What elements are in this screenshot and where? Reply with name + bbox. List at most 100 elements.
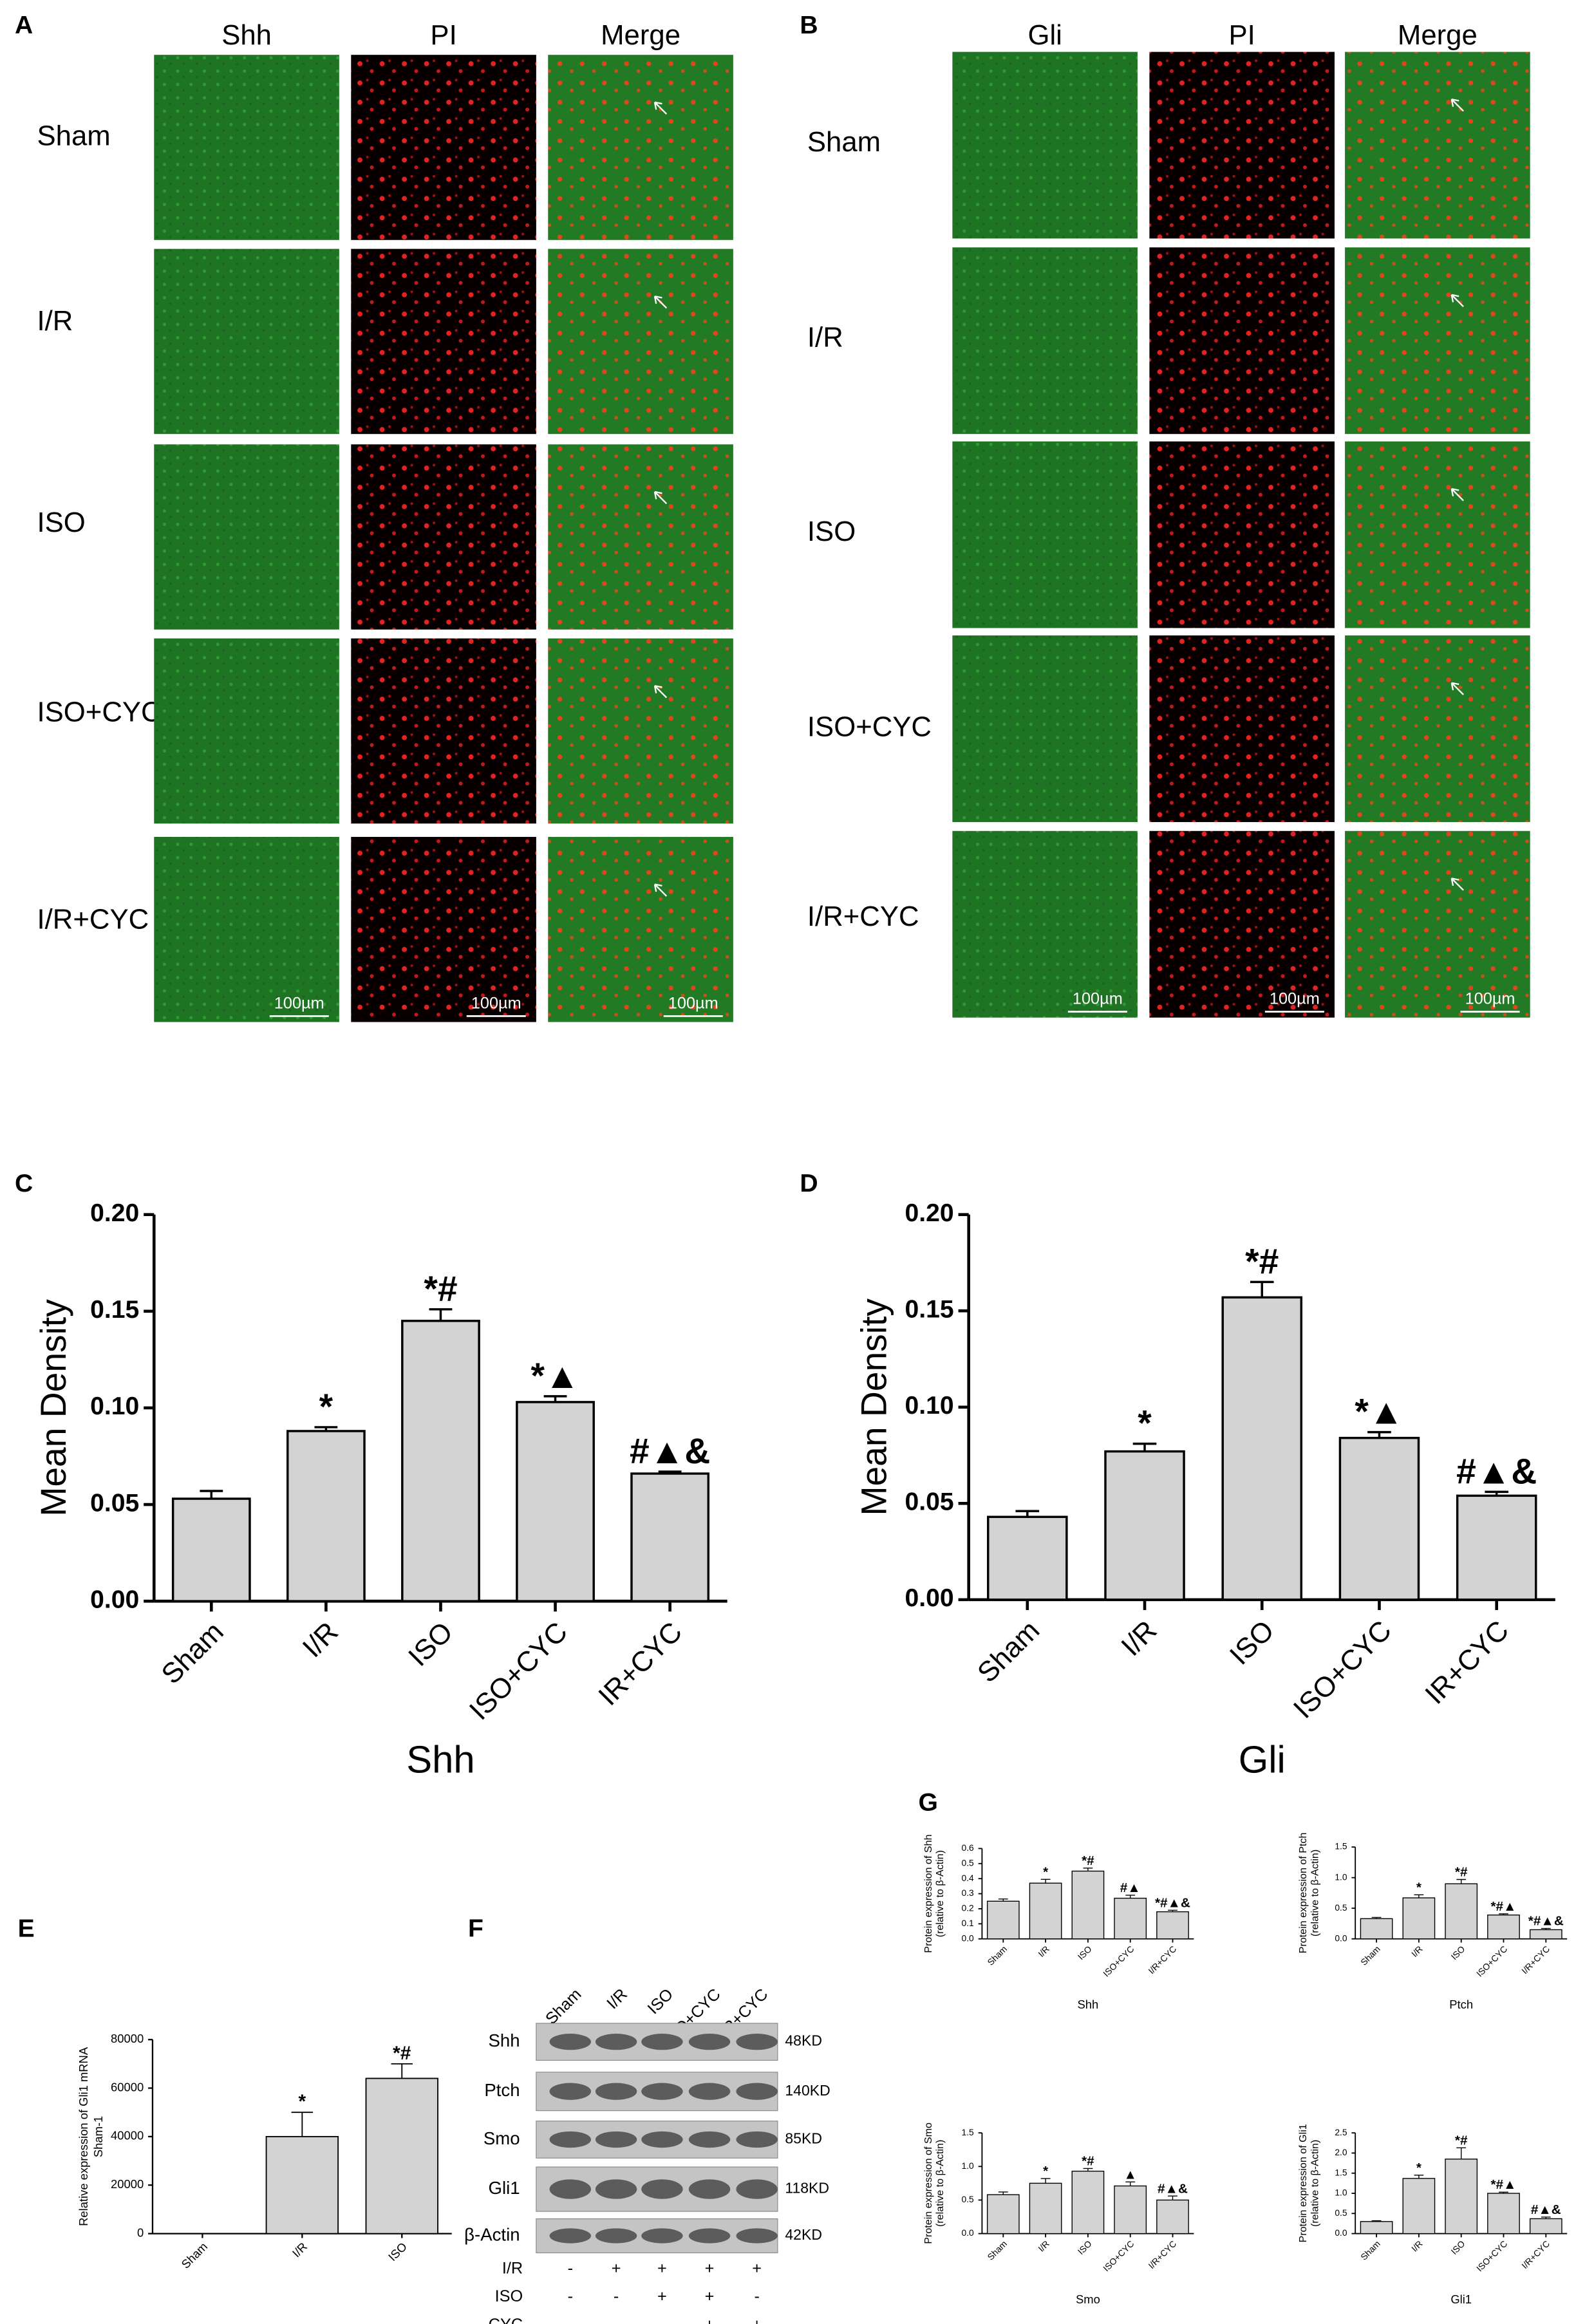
x-tick-label: I/R	[1037, 1944, 1051, 1959]
y-tick-label: 0.1	[962, 1918, 974, 1928]
x-tick-label: I/R+CYC	[1520, 2239, 1552, 2271]
error-bar	[1414, 2175, 1424, 2179]
error-bar	[291, 2112, 314, 2137]
y-tick-label: 0.05	[90, 1489, 139, 1517]
arrow	[653, 685, 668, 698]
significance-label: *#▲&	[1155, 1895, 1190, 1910]
bar	[516, 1401, 595, 1602]
significance-label: *#▲	[1490, 2177, 1516, 2192]
significance-label: #▲&	[630, 1431, 710, 1471]
blot-band	[595, 2033, 637, 2050]
x-tick-label: I/R	[1410, 1944, 1425, 1959]
x-axis-label: Gli1	[1450, 2292, 1472, 2306]
bar	[365, 2077, 438, 2235]
panel-label: D	[800, 1170, 818, 1197]
bar	[987, 1515, 1068, 1601]
significance-label: ▲	[1123, 2167, 1136, 2182]
treatment-sign: -	[754, 2287, 759, 2305]
x-tick-label: ISO	[1224, 1615, 1280, 1671]
row-label: I/R+CYC	[37, 904, 149, 935]
bar	[986, 1900, 1020, 1940]
protein-label: Gli1	[488, 2178, 520, 2198]
y-tick-label: 1.5	[1335, 1842, 1347, 1851]
x-tick-label: ISO	[1076, 1944, 1094, 1962]
micrograph	[952, 247, 1138, 435]
error-bar	[1250, 1280, 1274, 1298]
bar	[1529, 2218, 1562, 2235]
y-tick-label: 1.0	[962, 2161, 975, 2171]
error-bar	[1083, 1868, 1093, 1871]
treatment-label: ISO	[495, 2287, 523, 2305]
x-tick-label: ISO+CYC	[464, 1616, 574, 1726]
treatment-sign: +	[657, 2259, 667, 2277]
bar	[171, 1497, 251, 1602]
bar	[286, 1430, 366, 1602]
x-tick-label: Sham	[155, 1616, 229, 1690]
arrow	[1450, 877, 1464, 891]
x-axis-label: Ptch	[1449, 1998, 1473, 2011]
y-tick-label: 0.3	[962, 1888, 975, 1898]
bar	[1338, 1436, 1420, 1601]
significance-label: *#	[1455, 2133, 1468, 2148]
blot-band	[641, 2179, 683, 2199]
treatment-sign: +	[705, 2259, 715, 2277]
error-bar	[1015, 1510, 1040, 1517]
x-tick-label: ISO	[1076, 2239, 1094, 2257]
treatment-sign: +	[752, 2316, 762, 2324]
blot-band	[595, 2083, 637, 2100]
significance-label: *#	[1245, 1241, 1279, 1281]
significance-label: *#	[1082, 1853, 1094, 1868]
y-tick-label: 0.10	[905, 1392, 954, 1420]
bar	[1487, 2193, 1520, 2235]
error-bar	[658, 1470, 682, 1474]
blot-band	[595, 2179, 637, 2199]
treatment-sign: +	[705, 2287, 715, 2305]
significance-label: *	[1043, 2164, 1049, 2179]
bar	[1114, 1897, 1147, 1940]
arrow	[653, 295, 668, 309]
x-tick-label: ISO	[386, 2240, 409, 2263]
bar	[630, 1472, 710, 1602]
treatment-sign: +	[612, 2259, 621, 2277]
row-label: ISO+CYC	[37, 697, 162, 728]
blot-band	[549, 2179, 591, 2199]
y-axis-label: (relative to β-Actin)	[934, 1850, 946, 1937]
significance-label: *	[299, 2091, 306, 2112]
x-tick-label: ISO+CYC	[1475, 1944, 1510, 1979]
y-tick-label: 0.6	[962, 1843, 975, 1853]
y-tick-label: 1.5	[962, 2128, 975, 2137]
row-label: I/R	[37, 305, 73, 337]
significance-label: *#	[1082, 2154, 1094, 2169]
micrograph	[1149, 635, 1335, 822]
y-tick-label: 0.05	[905, 1488, 954, 1516]
x-tick-label: ISO	[402, 1616, 459, 1673]
micrograph	[154, 248, 339, 435]
arrow	[653, 883, 668, 897]
lane-label: I/R	[603, 1985, 631, 2013]
column-header: PI	[1229, 19, 1255, 51]
error-bar	[429, 1308, 453, 1321]
blot-band	[736, 2179, 778, 2199]
error-bar	[998, 1898, 1008, 1902]
micrograph	[351, 248, 536, 435]
y-axis-label: Protein expression of Shh	[923, 1834, 934, 1953]
y-tick-label: 1.0	[1335, 2188, 1347, 2198]
significance-label: *	[1416, 1880, 1422, 1895]
size-label: 85KD	[785, 2130, 822, 2147]
significance-label: *#	[1455, 1865, 1468, 1880]
bar	[1071, 1870, 1105, 1940]
blot-band	[688, 2083, 731, 2100]
y-axis-label: Protein expression of Ptch	[1297, 1832, 1309, 1953]
y-tick-label: 0.20	[905, 1199, 954, 1227]
micrograph	[952, 52, 1138, 239]
micrograph	[351, 638, 536, 824]
y-axis-label: Relative expression of Gli1 mRNA	[77, 2047, 90, 2226]
micrograph	[154, 836, 339, 1022]
panel-label: A	[15, 12, 33, 39]
bar	[1402, 2178, 1436, 2235]
column-header: PI	[430, 19, 456, 51]
micrograph	[1149, 52, 1335, 239]
micrograph	[548, 836, 733, 1022]
micrograph	[1149, 247, 1335, 435]
